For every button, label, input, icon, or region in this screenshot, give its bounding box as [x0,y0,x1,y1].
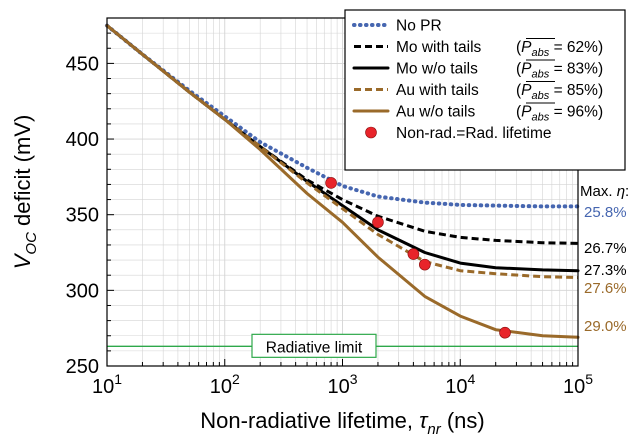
x-axis-title: Non-radiative lifetime, τnr (ns) [200,408,484,438]
legend-abs-value: (Pabs = 85%) [516,82,603,102]
marker-point [407,248,420,260]
x-tick-label: 104 [445,371,475,398]
legend-box [344,9,626,171]
legend-abs-value: (Pabs = 83%) [516,61,603,81]
legend-series-name: Mo with tails [396,39,482,56]
legend-abs-value: (Pabs = 96%) [516,104,603,124]
y-tick-label: 350 [66,205,99,227]
marker-point [499,326,511,339]
reference-line-group: Radiative limit [107,333,578,358]
efficiency-label: 25.8% [584,204,627,221]
y-tick-label: 300 [66,280,99,302]
series-lines [105,23,580,339]
radiative-limit-box [251,333,377,358]
efficiency-label: 26.7% [584,240,627,257]
marker-points [325,177,511,339]
radiative-limit-label: Radiative limit [266,339,363,356]
x-tick-label: 102 [210,371,240,398]
legend-abs-value: (Pabs = 62%) [516,39,603,59]
efficiency-label: 29.0% [584,318,627,335]
y-axis-title: VOC deficit (mV) [10,115,40,270]
legend-series-name: Mo w/o tails [396,61,478,78]
legend: No PR Mo with tails (Pabs = 62%) Mo w/o tai… [344,9,626,171]
x-tick-label: 105 [563,371,593,398]
y-tick-label: 250 [66,356,99,378]
x-tick-label: 101 [92,371,122,398]
x-tick-label: 103 [327,371,357,398]
axis-titles: Non-radiative lifetime, τnr (ns) VOC defi… [10,115,485,438]
marker-point [325,177,337,189]
axis-ticks: 101 102 103 104 105 250 300 350 400 450 [66,32,593,398]
marker-point [372,216,384,229]
max-efficiency-header: Max. η: [580,183,629,200]
legend-marker-name: Non-rad.=Rad. lifetime [396,125,552,142]
y-tick-label: 450 [66,53,99,75]
series-line [105,24,580,339]
efficiency-label: 27.6% [584,280,627,297]
marker-point [419,258,431,271]
efficiency-labels: Max. η: 25.8% 26.7% 27.3%27.6% 29.0% [580,183,629,335]
legend-marker-swatch [365,126,377,139]
legend-series-name: No PR [396,18,442,35]
legend-series-name: Au w/o tails [396,104,476,121]
efficiency-label: 27.3% [584,262,627,279]
y-tick-label: 400 [66,129,99,151]
legend-series-name: Au with tails [396,82,479,99]
